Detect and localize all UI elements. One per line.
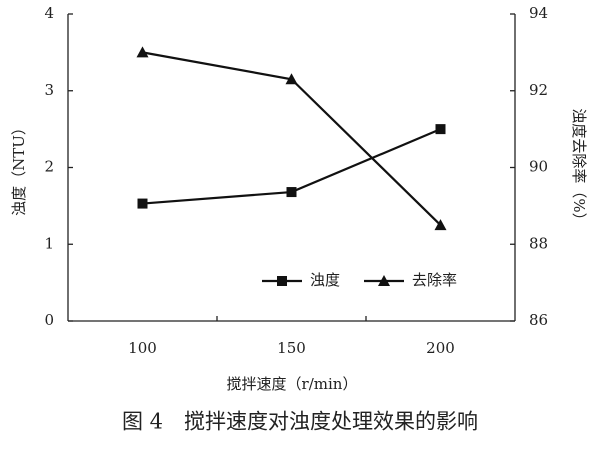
y2-tick-label: 88	[529, 234, 548, 252]
legend-marker	[277, 276, 287, 286]
y2-axis-label: 浊度去除率（%）	[570, 108, 588, 227]
y2-tick-label: 94	[529, 4, 548, 22]
data-point	[286, 187, 297, 198]
y-tick-label: 3	[44, 81, 54, 99]
data-point	[137, 198, 148, 209]
legend-label: 浊度	[310, 271, 340, 289]
x-tick-label: 100	[128, 339, 157, 357]
x-axis-label: 搅拌速度（r/min）	[227, 375, 358, 393]
data-point	[435, 124, 446, 135]
y-tick-label: 1	[44, 234, 54, 252]
y-axis-label: 浊度（NTU）	[10, 120, 28, 216]
x-tick-label: 200	[426, 339, 455, 357]
y2-tick-label: 92	[529, 81, 548, 99]
legend-marker	[378, 275, 390, 286]
y-tick-label: 4	[44, 4, 54, 22]
data-point	[285, 73, 298, 85]
data-point	[434, 219, 447, 231]
y2-tick-label: 86	[529, 311, 548, 329]
chart-title: 图 4 搅拌速度对浊度处理效果的影响	[122, 410, 478, 434]
legend-label: 去除率	[412, 271, 457, 289]
data-point	[136, 46, 149, 58]
y-tick-label: 0	[44, 311, 54, 329]
y2-tick-label: 90	[529, 158, 548, 176]
y-tick-label: 2	[44, 158, 54, 176]
x-tick-label: 150	[277, 339, 306, 357]
